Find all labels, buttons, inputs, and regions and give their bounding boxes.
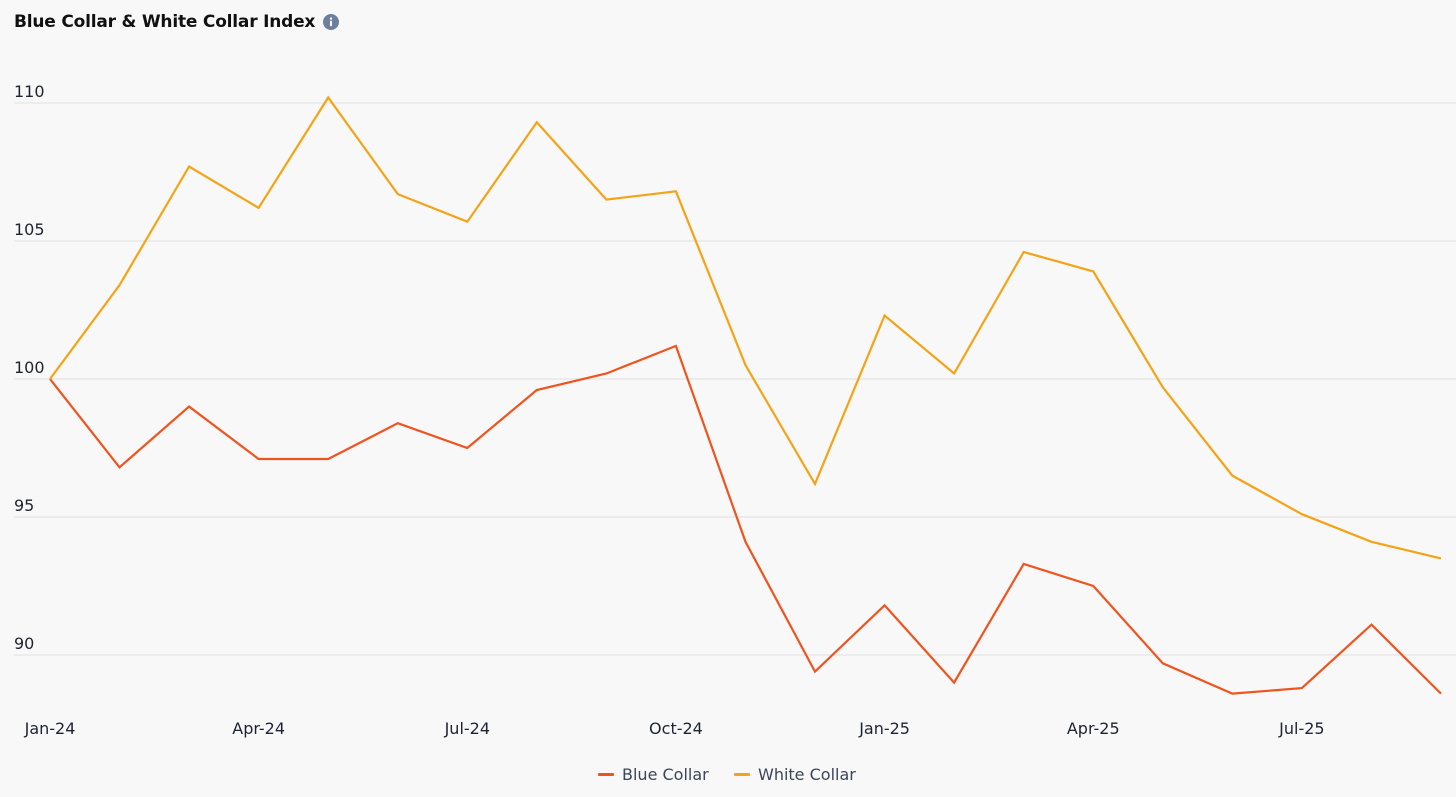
- y-tick-label: 100: [14, 358, 45, 377]
- series-line-blue-collar[interactable]: [49, 344, 1442, 695]
- y-tick-label: 90: [14, 634, 34, 653]
- y-tick-label: 110: [14, 82, 45, 101]
- legend-item-blue-collar[interactable]: Blue Collar: [598, 765, 709, 784]
- x-tick-label: Oct-24: [649, 719, 703, 738]
- legend-item-white-collar[interactable]: White Collar: [734, 765, 856, 784]
- y-tick-label: 105: [14, 220, 45, 239]
- y-tick-label: 95: [14, 496, 34, 515]
- x-tick-label: Jan-24: [24, 719, 76, 738]
- y-axis: 90 95 100 105 110: [14, 82, 45, 653]
- x-axis: Jan-24 Apr-24 Jul-24 Oct-24 Jan-25 Apr-25 Jul-…: [24, 719, 1325, 738]
- x-tick-label: Apr-24: [232, 719, 285, 738]
- x-tick-label: Jul-25: [1278, 719, 1324, 738]
- info-icon[interactable]: [323, 14, 340, 30]
- series-line-white-collar[interactable]: [49, 95, 1442, 560]
- legend-swatch: [734, 773, 750, 776]
- chart-title: Blue Collar & White Collar Index: [14, 12, 316, 32]
- legend-label: White Collar: [758, 765, 856, 784]
- x-tick-label: Jul-24: [444, 719, 490, 738]
- grid-lines: [14, 102, 1456, 656]
- legend-label: Blue Collar: [622, 765, 709, 784]
- legend[interactable]: Blue Collar White Collar: [598, 765, 856, 784]
- legend-swatch: [598, 773, 614, 776]
- series-lines: [49, 95, 1442, 695]
- x-tick-label: Jan-25: [858, 719, 910, 738]
- chart-header: Blue Collar & White Collar Index: [14, 8, 340, 36]
- x-tick-label: Apr-25: [1067, 719, 1120, 738]
